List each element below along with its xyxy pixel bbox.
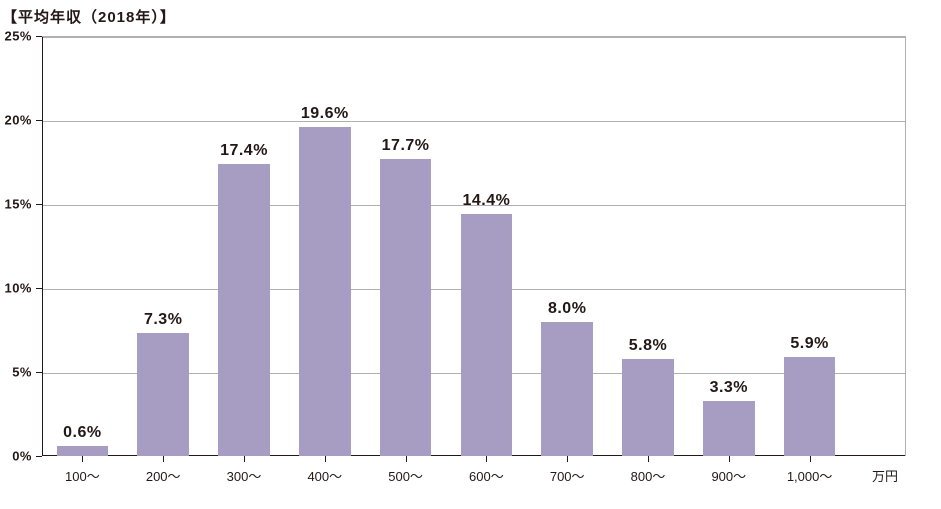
y-axis-label: 20% (0, 113, 32, 128)
x-tick (244, 456, 245, 462)
x-tick (82, 456, 83, 462)
x-axis-label: 800～ (631, 466, 666, 485)
x-tick (567, 456, 568, 462)
bar (784, 357, 836, 456)
chart-title: 【平均年収（2018年）】 (2, 6, 176, 27)
x-axis-label: 900～ (711, 466, 746, 485)
bar-value-label: 17.7% (382, 137, 430, 155)
gridline (42, 121, 905, 122)
y-tick (36, 36, 42, 37)
bar (137, 333, 189, 456)
x-axis-label: 1,000～ (787, 466, 833, 485)
plot-area (42, 36, 906, 456)
x-tick (406, 456, 407, 462)
bar (57, 446, 109, 456)
x-tick (729, 456, 730, 462)
y-tick (36, 288, 42, 289)
gridline (42, 37, 905, 38)
bar-value-label: 14.4% (462, 192, 510, 210)
bar-value-label: 3.3% (710, 379, 748, 397)
bar-value-label: 5.8% (629, 337, 667, 355)
x-axis-label: 500～ (388, 466, 423, 485)
x-tick (486, 456, 487, 462)
x-tick (163, 456, 164, 462)
y-tick (36, 456, 42, 457)
x-tick (325, 456, 326, 462)
y-axis-label: 5% (0, 365, 32, 380)
bar (380, 159, 432, 456)
x-tick (810, 456, 811, 462)
bar-value-label: 7.3% (144, 311, 182, 329)
bar-value-label: 0.6% (63, 424, 101, 442)
y-axis-label: 25% (0, 29, 32, 44)
bar (218, 164, 270, 456)
x-axis-label: 400～ (307, 466, 342, 485)
x-axis-label: 100～ (65, 466, 100, 485)
x-axis-label: 600～ (469, 466, 504, 485)
y-axis-label: 15% (0, 197, 32, 212)
bar (703, 401, 755, 456)
y-tick (36, 372, 42, 373)
x-axis-label: 200～ (146, 466, 181, 485)
bar (299, 127, 351, 456)
bar (541, 322, 593, 456)
y-tick (36, 120, 42, 121)
bar-value-label: 8.0% (548, 300, 586, 318)
y-axis-label: 0% (0, 449, 32, 464)
bar-value-label: 17.4% (220, 142, 268, 160)
x-axis-label: 700～ (550, 466, 585, 485)
x-axis-unit: 万円 (872, 466, 898, 485)
y-axis-label: 10% (0, 281, 32, 296)
y-tick (36, 204, 42, 205)
x-tick (648, 456, 649, 462)
bar-value-label: 5.9% (790, 335, 828, 353)
x-axis-label: 300～ (227, 466, 262, 485)
y-axis (42, 37, 43, 456)
bar (461, 214, 513, 456)
bar-value-label: 19.6% (301, 105, 349, 123)
bar (622, 359, 674, 456)
